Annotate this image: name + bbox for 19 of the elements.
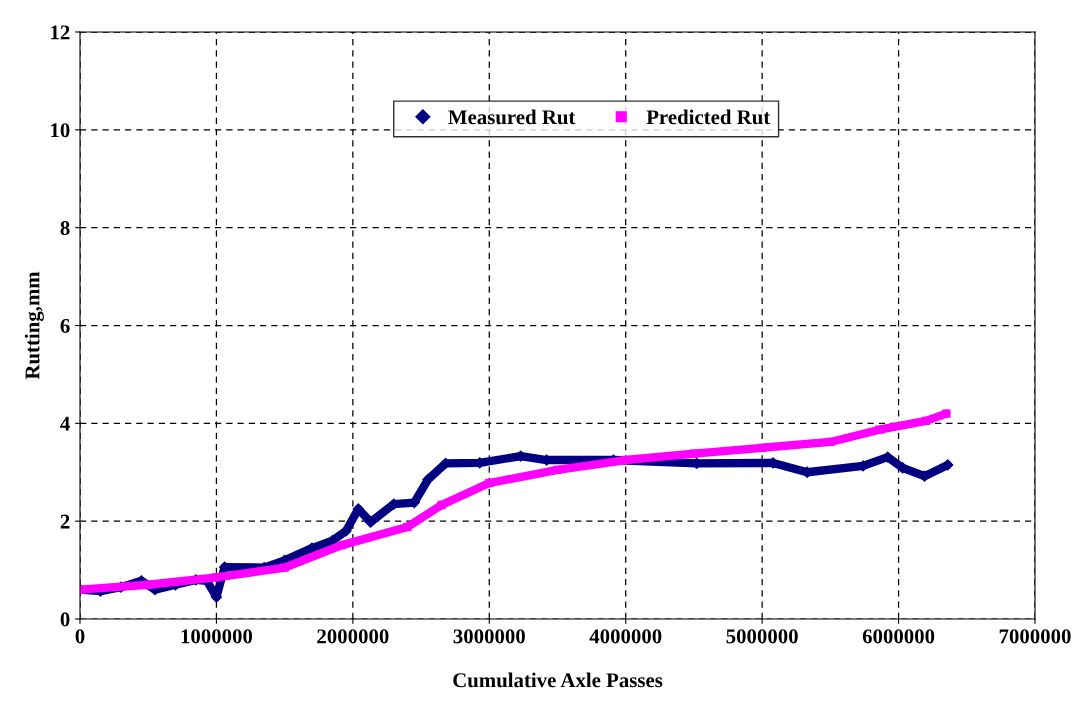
x-tick-label: 2000000 xyxy=(317,629,389,644)
x-tick-label: 7000000 xyxy=(999,629,1071,644)
legend-label: Measured Rut xyxy=(448,109,576,125)
y-tick-label: 0 xyxy=(60,612,70,627)
y-tick-label: 2 xyxy=(60,514,70,529)
y-tick-label: 8 xyxy=(60,221,70,236)
x-tick-label: 1000000 xyxy=(181,629,253,644)
y-tick-label: 10 xyxy=(51,123,70,138)
x-axis-title: Cumulative Axle Passes xyxy=(453,672,663,688)
x-tick-label: 0 xyxy=(75,629,85,644)
x-tick-label: 6000000 xyxy=(862,629,935,644)
y-tick-label: 4 xyxy=(60,416,70,431)
legend-label: Predicted Rut xyxy=(646,109,771,125)
x-tick-label: 4000000 xyxy=(589,629,662,644)
y-axis-title: Rutting,mm xyxy=(24,271,44,380)
x-tick-label: 3000000 xyxy=(453,629,525,644)
y-tick-label: 6 xyxy=(60,318,70,333)
x-tick-label: 5000000 xyxy=(726,629,798,644)
y-tick-label: 12 xyxy=(51,25,70,40)
